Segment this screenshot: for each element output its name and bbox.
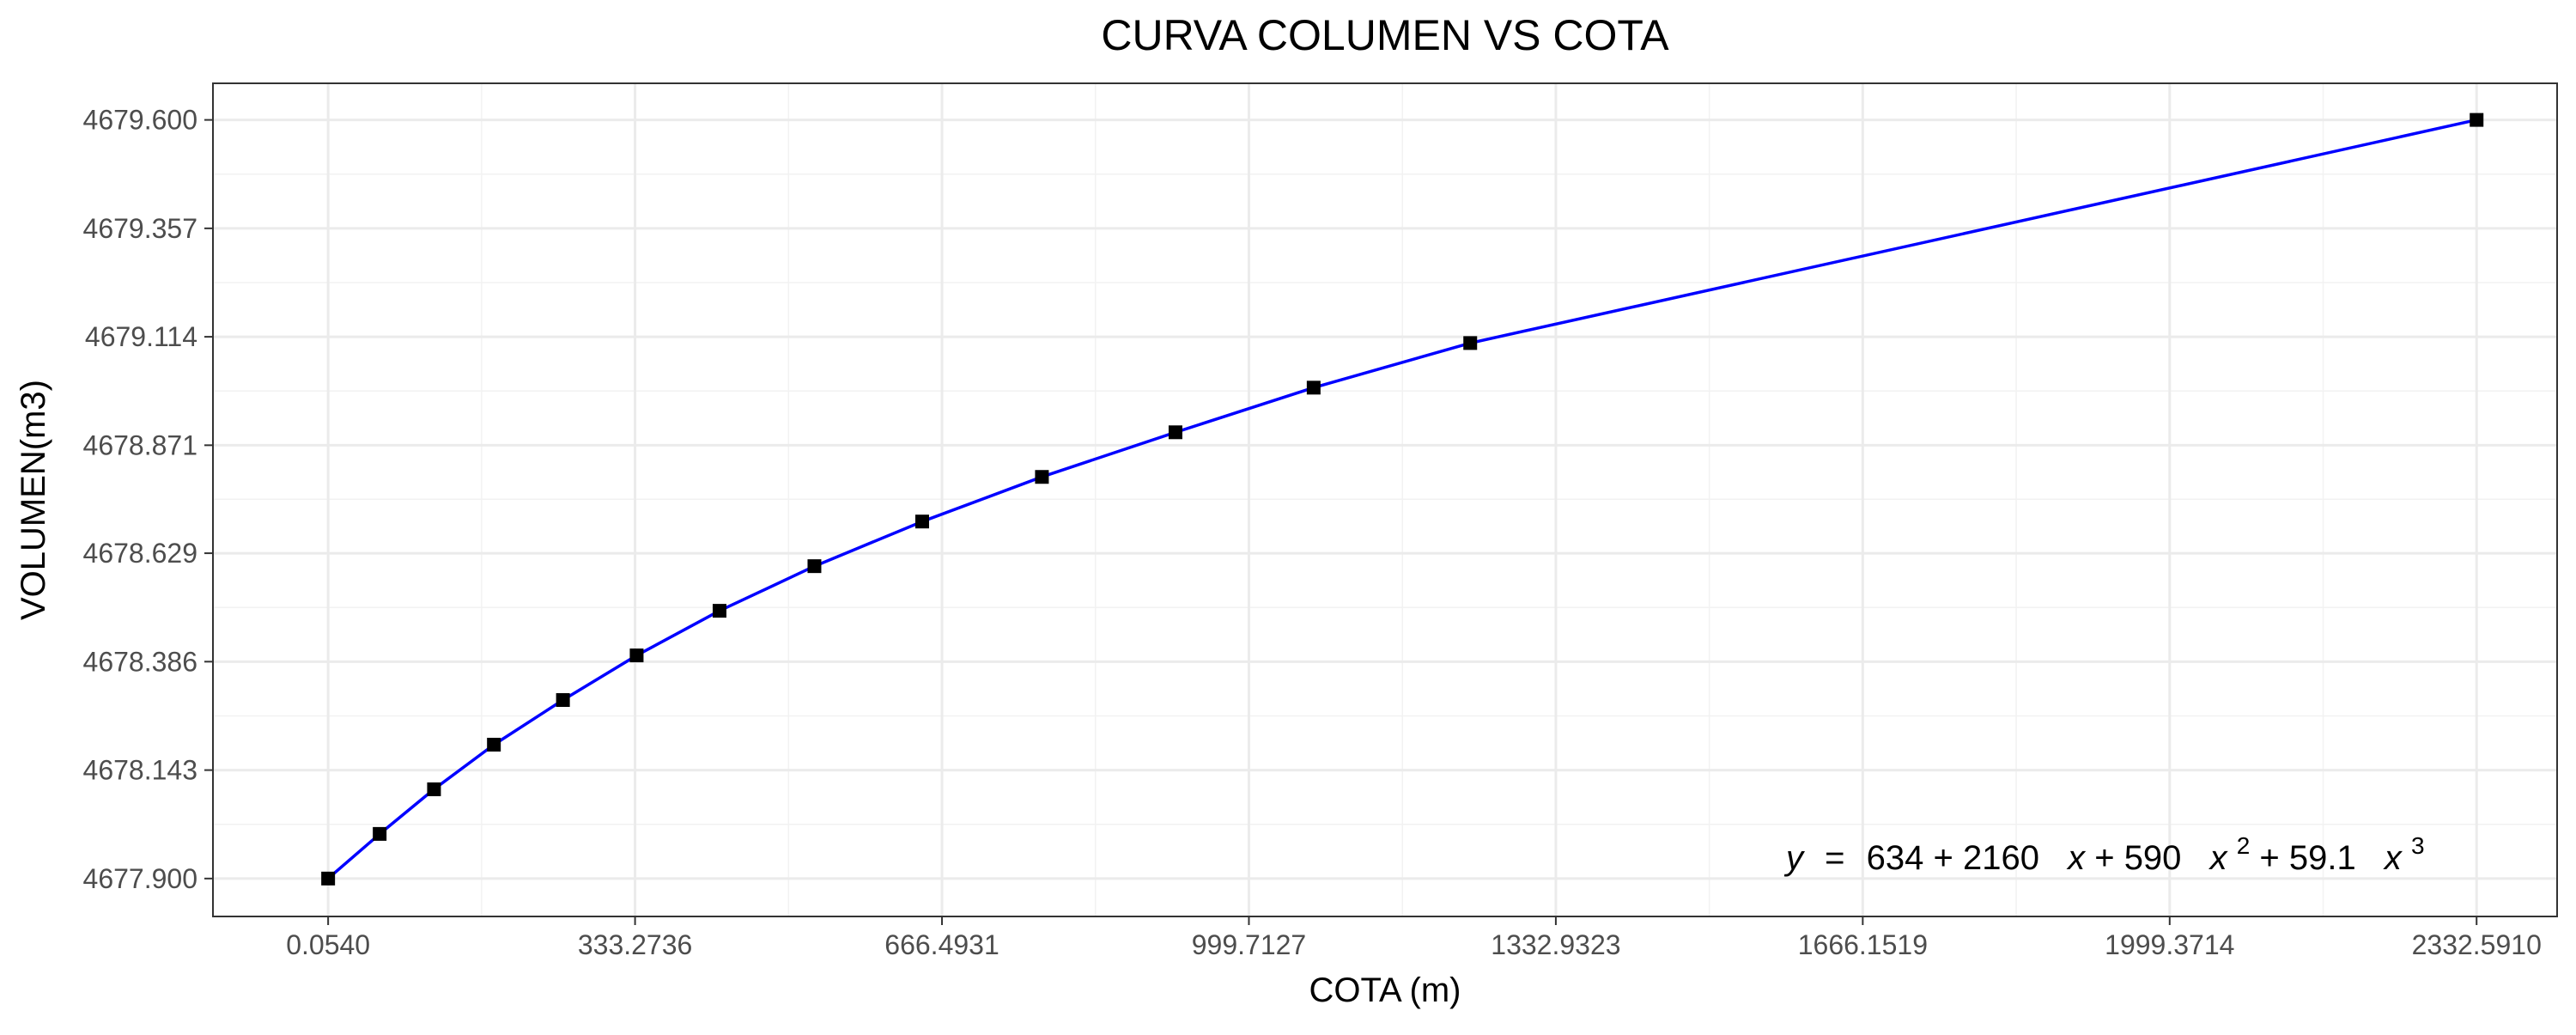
y-tick-label: 4678.143 [83, 755, 197, 786]
equation-annotation: y = 634 + 2160 x + 590 x 2 + 59.1 x 3 [1783, 824, 2425, 877]
eq-plus-2: + [2094, 839, 2114, 877]
eq-equals: = [1825, 839, 1844, 877]
data-point [556, 693, 570, 708]
data-point [914, 514, 929, 529]
data-point [373, 826, 387, 841]
data-point [1168, 425, 1182, 440]
data-point [427, 782, 441, 796]
eq-plus-1: + [1933, 839, 1953, 877]
plot-background [213, 83, 2557, 916]
eq-c3: 59.1 [2289, 839, 2356, 877]
eq-plus-3: + [2259, 839, 2279, 877]
x-tick-label: 1666.1519 [1798, 929, 1928, 960]
data-point [487, 737, 501, 752]
x-tick-label: 2332.5910 [2412, 929, 2542, 960]
data-point [712, 604, 726, 618]
eq-x-1: x [2066, 839, 2087, 877]
data-point [1035, 470, 1049, 484]
x-tick-label: 333.2736 [578, 929, 692, 960]
y-tick-label: 4677.900 [83, 863, 197, 894]
eq-c0: 634 [1867, 839, 1924, 877]
eq-exp-2: 2 [2237, 832, 2251, 859]
data-point [321, 871, 336, 886]
y-tick-label: 4679.114 [85, 321, 197, 352]
eq-x-3: x [2383, 839, 2403, 877]
y-tick-label: 4679.600 [83, 105, 197, 136]
y-tick-label: 4679.357 [83, 213, 197, 244]
series-line [326, 118, 2477, 880]
data-point [629, 648, 644, 663]
x-tick-label: 0.0540 [286, 929, 370, 960]
eq-c1: 2160 [1963, 839, 2039, 877]
y-tick-label: 4678.386 [83, 646, 197, 677]
y-axis-title: VOLUMEN(m3) [15, 380, 52, 620]
eq-x-2: x [2208, 839, 2229, 877]
tick-layer [204, 119, 2478, 925]
eq-y: y [1783, 839, 1806, 877]
x-tick-label: 666.4931 [884, 929, 999, 960]
eq-c2: 590 [2124, 839, 2182, 877]
data-point [1306, 381, 1321, 395]
x-axis-title: COTA (m) [1309, 971, 1461, 1009]
data-point [807, 559, 822, 574]
x-tick-label: 1999.3714 [2105, 929, 2234, 960]
chart-title: CURVA COLUMEN VS COTA [1101, 11, 1669, 59]
plot-border [212, 82, 2558, 917]
series-layer [321, 113, 2484, 886]
eq-exp-3: 3 [2411, 832, 2425, 859]
label-layer: 0.0540 333.2736 666.4931 999.7127 1332.9323 1… [83, 105, 2542, 960]
y-tick-label: 4678.871 [83, 429, 197, 460]
y-tick-label: 4678.629 [83, 538, 197, 569]
x-tick-label: 999.7127 [1192, 929, 1306, 960]
data-point [2470, 113, 2484, 127]
x-tick-label: 1332.9323 [1491, 929, 1620, 960]
data-point [1463, 336, 1478, 350]
